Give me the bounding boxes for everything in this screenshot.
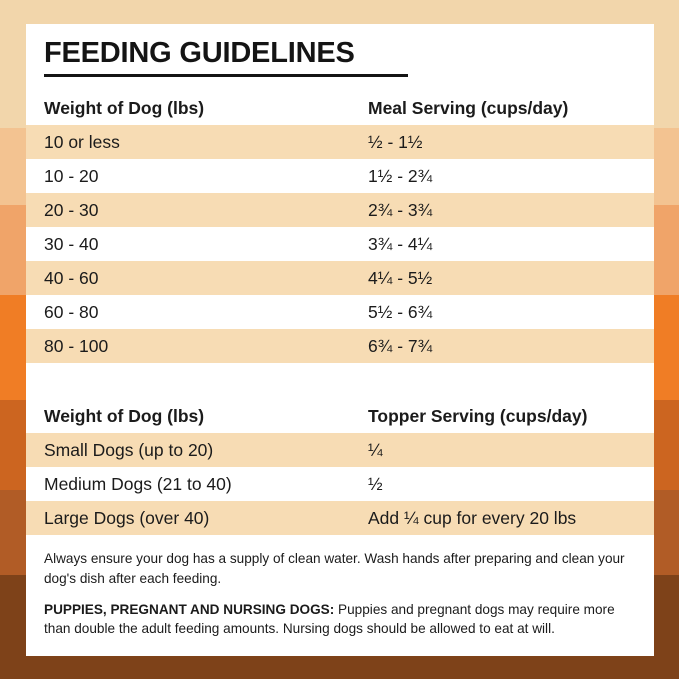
table-row: Medium Dogs (21 to 40) ½: [26, 467, 654, 502]
cell-serving: 5½ - 6¾: [368, 301, 433, 322]
column-header-weight: Weight of Dog (lbs): [44, 405, 205, 426]
table-row: 10 or less ½ - 1½: [26, 125, 654, 160]
cell-weight: 10 - 20: [44, 165, 99, 186]
cell-weight: 60 - 80: [44, 301, 99, 322]
topper-serving-table: Weight of Dog (lbs) Topper Serving (cups…: [26, 399, 654, 536]
cell-serving: 4¼ - 5½: [368, 267, 433, 288]
table-separator: [26, 363, 654, 386]
table-row: 10 - 20 1½ - 2¾: [26, 159, 654, 194]
table-header-row: Weight of Dog (lbs) Meal Serving (cups/d…: [26, 91, 654, 125]
table-row: Large Dogs (over 40) Add ¼ cup for every …: [26, 501, 654, 536]
topper-table-rows: Small Dogs (up to 20) ¼ Medium Dogs (21 to…: [26, 433, 654, 536]
cell-serving: ¼: [368, 439, 383, 460]
meal-table-rows: 10 or less ½ - 1½ 10 - 20 1½ - 2¾ 20 - 30 2¾ …: [26, 125, 654, 364]
table-header-row: Weight of Dog (lbs) Topper Serving (cups…: [26, 399, 654, 433]
puppies-note: PUPPIES, PREGNANT AND NURSING DOGS: Pupp…: [44, 600, 634, 639]
meal-serving-table: Weight of Dog (lbs) Meal Serving (cups/d…: [26, 91, 654, 364]
water-note: Always ensure your dog has a supply of c…: [44, 551, 625, 586]
table-row: Small Dogs (up to 20) ¼: [26, 433, 654, 468]
cell-weight: 20 - 30: [44, 199, 99, 220]
table-row: 80 - 100 6¾ - 7¾: [26, 329, 654, 364]
table-row: 30 - 40 3¾ - 4¼: [26, 227, 654, 262]
column-header-weight: Weight of Dog (lbs): [44, 97, 205, 118]
cell-weight: Small Dogs (up to 20): [44, 439, 214, 460]
cell-weight: 10 or less: [44, 131, 120, 152]
cell-serving: 1½ - 2¾: [368, 165, 433, 186]
column-header-meal-serving: Meal Serving (cups/day): [368, 97, 569, 118]
footnotes: Always ensure your dog has a supply of c…: [26, 535, 654, 638]
cell-weight: Medium Dogs (21 to 40): [44, 473, 232, 494]
table-row: 60 - 80 5½ - 6¾: [26, 295, 654, 330]
column-header-topper-serving: Topper Serving (cups/day): [368, 405, 588, 426]
page-title: FEEDING GUIDELINES: [44, 37, 355, 69]
table-row: 40 - 60 4¼ - 5½: [26, 261, 654, 296]
cell-weight: Large Dogs (over 40): [44, 507, 210, 528]
cell-weight: 30 - 40: [44, 233, 99, 254]
cell-serving: ½ - 1½: [368, 131, 423, 152]
cell-serving: 2¾ - 3¾: [368, 199, 433, 220]
title-underline: [44, 74, 408, 78]
table-row: 20 - 30 2¾ - 3¾: [26, 193, 654, 228]
guidelines-card: FEEDING GUIDELINES Weight of Dog (lbs) M…: [26, 24, 654, 656]
cell-serving: ½: [368, 473, 383, 494]
cell-weight: 80 - 100: [44, 335, 109, 356]
puppies-note-body: Puppies and pregnant dogs may require mo…: [44, 602, 615, 637]
puppies-note-lead: PUPPIES, PREGNANT AND NURSING DOGS:: [44, 602, 335, 618]
cell-serving: 6¾ - 7¾: [368, 335, 433, 356]
title-block: FEEDING GUIDELINES: [26, 24, 654, 78]
cell-weight: 40 - 60: [44, 267, 99, 288]
cell-serving: 3¾ - 4¼: [368, 233, 433, 254]
cell-serving: Add ¼ cup for every 20 lbs: [368, 507, 577, 528]
